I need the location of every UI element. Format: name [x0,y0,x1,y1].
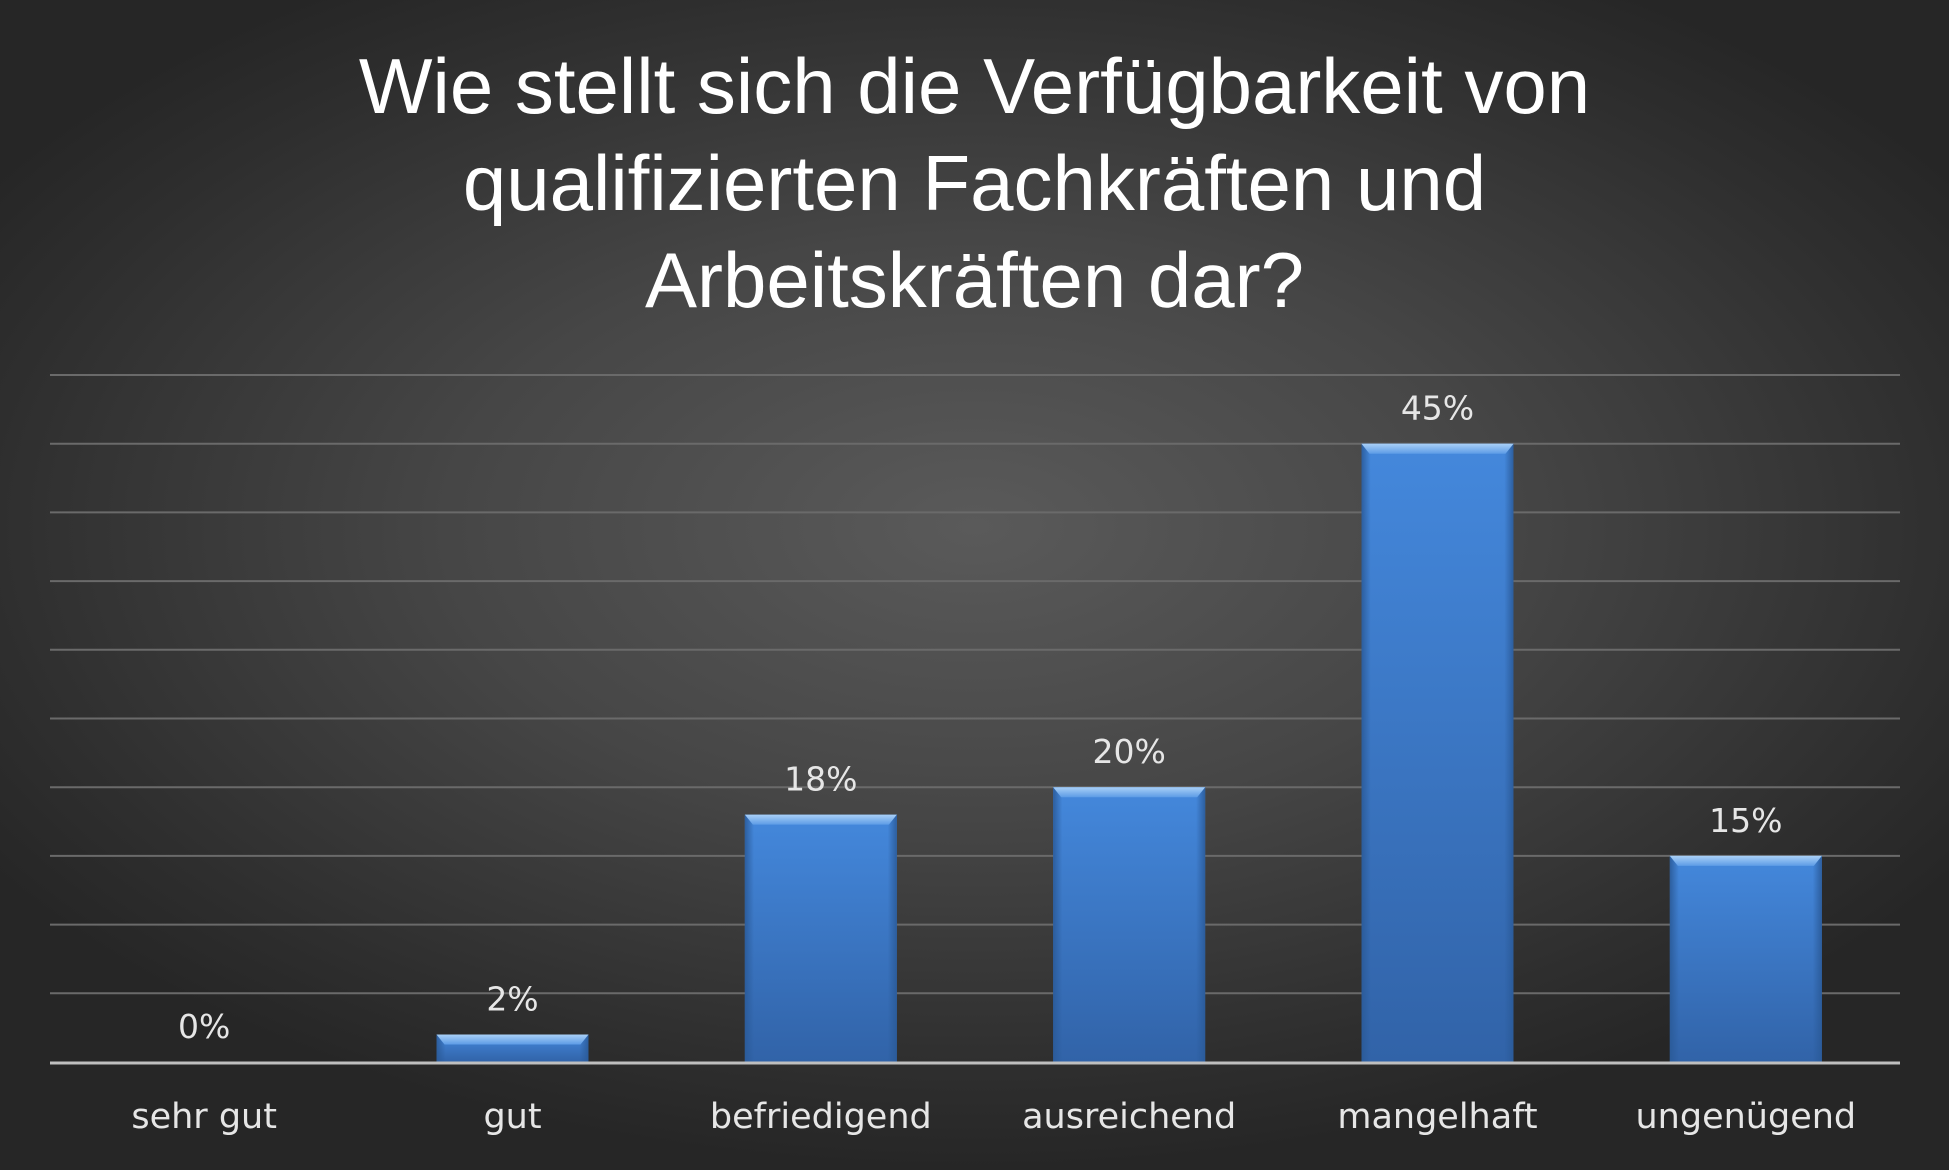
data-label: 0% [178,1007,230,1046]
bar [1361,443,1514,1062]
x-tick-label: gut [483,1097,541,1137]
chart-title: Wie stellt sich die Verfügbarkeit von qu… [358,42,1591,324]
data-label: 15% [1709,801,1782,840]
data-label: 2% [486,980,538,1019]
bar [744,814,897,1062]
bar [1053,787,1206,1062]
x-tick-labels: sehr gut gut befriedigend ausreichend mangel… [131,1097,1856,1137]
bar [1669,855,1822,1062]
data-labels: 0% 2% 18% 20% 45% 15% [178,389,1783,1046]
gridlines [50,374,1900,995]
data-label: 18% [784,760,857,799]
x-tick-label: befriedigend [710,1097,932,1137]
x-tick-label: mangelhaft [1337,1097,1537,1137]
data-label: 45% [1401,389,1474,428]
data-label: 20% [1092,732,1165,771]
x-tick-label: ungenügend [1636,1097,1857,1137]
x-tick-label: ausreichend [1022,1097,1236,1137]
bars [436,443,1822,1062]
bar [436,1034,589,1062]
x-tick-label: sehr gut [131,1097,277,1137]
